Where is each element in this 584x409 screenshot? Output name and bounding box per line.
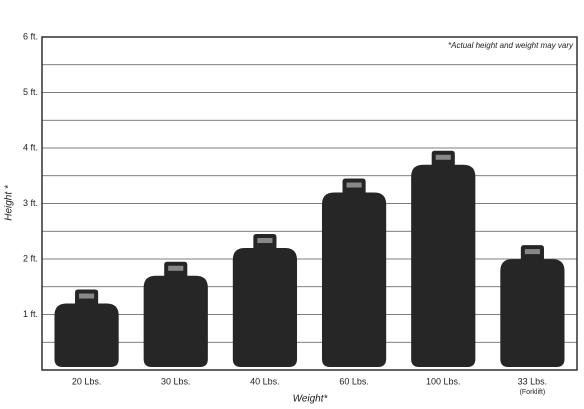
tank bbox=[54, 289, 119, 367]
x-tick-label: 100 Lbs. bbox=[426, 376, 461, 386]
x-tick-label: 40 Lbs. bbox=[250, 376, 280, 386]
y-tick-label: 2 ft. bbox=[23, 253, 38, 263]
tank bbox=[232, 234, 298, 367]
tank-handle-hole bbox=[346, 182, 362, 188]
x-tick-label: 30 Lbs. bbox=[161, 376, 191, 386]
tank-handle-hole bbox=[524, 249, 540, 255]
y-tick-label: 3 ft. bbox=[23, 198, 38, 208]
tank-handle-hole bbox=[79, 293, 95, 299]
x-tick-label: 60 Lbs. bbox=[339, 376, 369, 386]
tank-handle-hole bbox=[168, 265, 184, 271]
plot-frame bbox=[41, 36, 578, 371]
y-tick-label: 4 ft. bbox=[23, 142, 38, 152]
x-tick-label: 20 Lbs. bbox=[72, 376, 102, 386]
y-tick-label: 1 ft. bbox=[23, 309, 38, 319]
x-axis-label: Weight* bbox=[293, 394, 329, 405]
x-tick-note: (Forklift) bbox=[520, 389, 546, 396]
x-tick-label: 33 Lbs. bbox=[518, 376, 548, 386]
tank-handle-hole bbox=[257, 238, 273, 244]
tank bbox=[411, 150, 476, 367]
y-tick-label: 6 ft. bbox=[23, 31, 38, 41]
tank bbox=[500, 245, 565, 367]
tank-handle-hole bbox=[435, 154, 451, 160]
y-tick-label: 5 ft. bbox=[23, 87, 38, 97]
tank bbox=[143, 261, 208, 367]
y-axis-label: Height * bbox=[4, 184, 15, 221]
tank bbox=[321, 178, 387, 367]
annotation: *Actual height and weight may vary bbox=[448, 41, 574, 50]
